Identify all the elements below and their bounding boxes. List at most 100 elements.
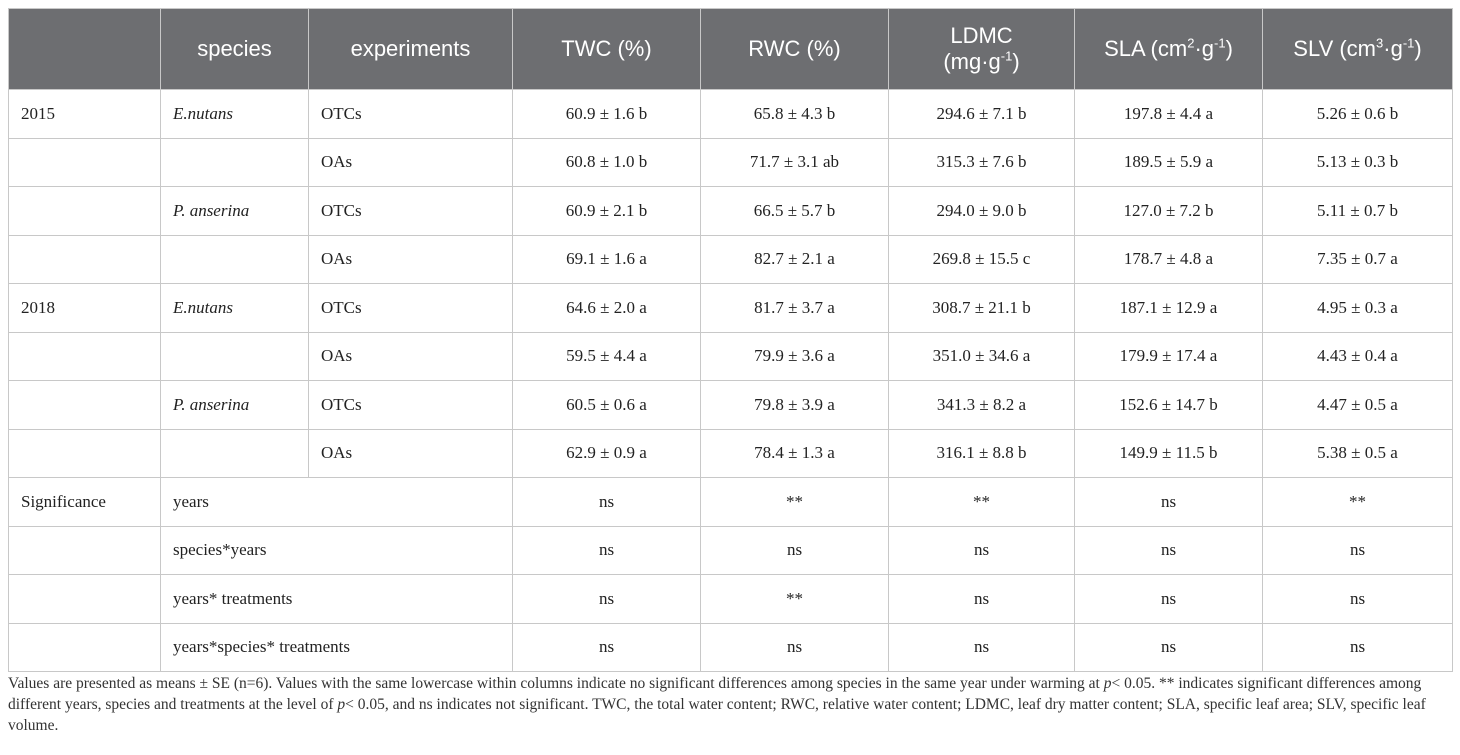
experiment-cell: OTCs (308, 186, 513, 236)
experiment-cell: OTCs (308, 89, 513, 139)
header-ldmc-sup: -1 (1000, 48, 1013, 64)
rwc-cell: 81.7 ± 3.7 a (700, 283, 889, 333)
year-cell (8, 234, 161, 284)
header-twc: TWC (%) (512, 8, 701, 90)
significance-blank (8, 525, 161, 575)
sla-cell: 189.5 ± 5.9 a (1074, 137, 1263, 187)
data-table: species experiments TWC (%) RWC (%) LDMC… (8, 8, 1453, 672)
factor-cell: years (160, 477, 513, 527)
factor-cell: years* treatments (160, 574, 513, 624)
footnote-part2: < 0.05. ** indicates significant differe… (8, 675, 1422, 713)
significance-row: years* treatments ns ** ns ns ns (8, 574, 1453, 624)
header-slv-pre: SLV (cm (1293, 36, 1377, 61)
sla-sig-cell: ns (1074, 525, 1263, 575)
slv-sig-cell: ** (1262, 477, 1453, 527)
species-cell (160, 137, 309, 187)
rwc-sig-cell: ns (700, 525, 889, 575)
species-cell: P. anserina (160, 186, 309, 236)
year-cell (8, 331, 161, 381)
twc-cell: 60.9 ± 2.1 b (512, 186, 701, 236)
slv-sig-cell: ns (1262, 622, 1453, 672)
header-ldmc-close: ) (1012, 49, 1020, 74)
footnote-p2: p (337, 696, 346, 713)
table-row: OAs 69.1 ± 1.6 a 82.7 ± 2.1 a 269.8 ± 15… (8, 234, 1453, 284)
rwc-sig-cell: ** (700, 477, 889, 527)
factor-cell: years*species* treatments (160, 622, 513, 672)
significance-blank (8, 574, 161, 624)
ldmc-cell: 341.3 ± 8.2 a (888, 380, 1075, 430)
significance-row: years*species* treatments ns ns ns ns ns (8, 622, 1453, 672)
slv-cell: 5.11 ± 0.7 b (1262, 186, 1453, 236)
sla-sig-cell: ns (1074, 477, 1263, 527)
significance-label: Significance (8, 477, 161, 527)
header-slv: SLV (cm3·g-1) (1262, 8, 1453, 90)
header-row: species experiments TWC (%) RWC (%) LDMC… (8, 8, 1453, 90)
year-cell (8, 428, 161, 478)
ldmc-cell: 351.0 ± 34.6 a (888, 331, 1075, 381)
table-row: OAs 60.8 ± 1.0 b 71.7 ± 3.1 ab 315.3 ± 7… (8, 137, 1453, 187)
twc-cell: 59.5 ± 4.4 a (512, 331, 701, 381)
ldmc-cell: 294.6 ± 7.1 b (888, 89, 1075, 139)
ldmc-cell: 294.0 ± 9.0 b (888, 186, 1075, 236)
sla-cell: 197.8 ± 4.4 a (1074, 89, 1263, 139)
slv-cell: 5.38 ± 0.5 a (1262, 428, 1453, 478)
twc-cell: 64.6 ± 2.0 a (512, 283, 701, 333)
experiment-cell: OAs (308, 137, 513, 187)
header-slv-mid: ·g (1383, 36, 1403, 61)
footnote-part3: < 0.05, and ns indicates not significant… (8, 696, 1426, 734)
header-experiments: experiments (308, 8, 513, 90)
rwc-cell: 82.7 ± 2.1 a (700, 234, 889, 284)
header-slv-sup1: 3 (1376, 35, 1384, 51)
header-ldmc: LDMC (mg·g-1) (888, 8, 1075, 90)
experiment-cell: OAs (308, 331, 513, 381)
header-rwc: RWC (%) (700, 8, 889, 90)
sla-cell: 127.0 ± 7.2 b (1074, 186, 1263, 236)
rwc-cell: 65.8 ± 4.3 b (700, 89, 889, 139)
rwc-cell: 79.9 ± 3.6 a (700, 331, 889, 381)
significance-row: Significance years ns ** ** ns ** (8, 477, 1453, 527)
species-cell: E.nutans (160, 89, 309, 139)
species-cell (160, 428, 309, 478)
header-sla-sup1: 2 (1187, 35, 1195, 51)
header-ldmc-unit: (mg·g (943, 49, 1001, 74)
rwc-cell: 79.8 ± 3.9 a (700, 380, 889, 430)
species-cell (160, 234, 309, 284)
significance-row: species*years ns ns ns ns ns (8, 525, 1453, 575)
slv-sig-cell: ns (1262, 574, 1453, 624)
twc-cell: 62.9 ± 0.9 a (512, 428, 701, 478)
species-cell: P. anserina (160, 380, 309, 430)
table-row: OAs 62.9 ± 0.9 a 78.4 ± 1.3 a 316.1 ± 8.… (8, 428, 1453, 478)
twc-cell: 60.8 ± 1.0 b (512, 137, 701, 187)
table-row: 2018 E.nutans OTCs 64.6 ± 2.0 a 81.7 ± 3… (8, 283, 1453, 333)
slv-cell: 5.13 ± 0.3 b (1262, 137, 1453, 187)
slv-sig-cell: ns (1262, 525, 1453, 575)
experiment-cell: OTCs (308, 380, 513, 430)
species-cell: E.nutans (160, 283, 309, 333)
experiment-cell: OAs (308, 234, 513, 284)
sla-cell: 152.6 ± 14.7 b (1074, 380, 1263, 430)
rwc-cell: 78.4 ± 1.3 a (700, 428, 889, 478)
rwc-cell: 71.7 ± 3.1 ab (700, 137, 889, 187)
ldmc-sig-cell: ns (888, 622, 1075, 672)
year-cell (8, 137, 161, 187)
twc-sig-cell: ns (512, 477, 701, 527)
sla-cell: 149.9 ± 11.5 b (1074, 428, 1263, 478)
twc-cell: 60.9 ± 1.6 b (512, 89, 701, 139)
footnote-p1: p (1103, 675, 1112, 692)
header-slv-sup2: -1 (1402, 35, 1415, 51)
slv-cell: 4.47 ± 0.5 a (1262, 380, 1453, 430)
header-sla: SLA (cm2·g-1) (1074, 8, 1263, 90)
sla-cell: 179.9 ± 17.4 a (1074, 331, 1263, 381)
data-table-container: species experiments TWC (%) RWC (%) LDMC… (8, 8, 1453, 672)
sla-cell: 178.7 ± 4.8 a (1074, 234, 1263, 284)
header-species: species (160, 8, 309, 90)
significance-blank (8, 622, 161, 672)
sla-sig-cell: ns (1074, 574, 1263, 624)
slv-cell: 4.43 ± 0.4 a (1262, 331, 1453, 381)
header-sla-sup2: -1 (1214, 35, 1226, 51)
slv-cell: 4.95 ± 0.3 a (1262, 283, 1453, 333)
sla-sig-cell: ns (1074, 622, 1263, 672)
header-sla-mid: ·g (1194, 36, 1215, 61)
twc-sig-cell: ns (512, 622, 701, 672)
table-row: P. anserina OTCs 60.5 ± 0.6 a 79.8 ± 3.9… (8, 380, 1453, 430)
